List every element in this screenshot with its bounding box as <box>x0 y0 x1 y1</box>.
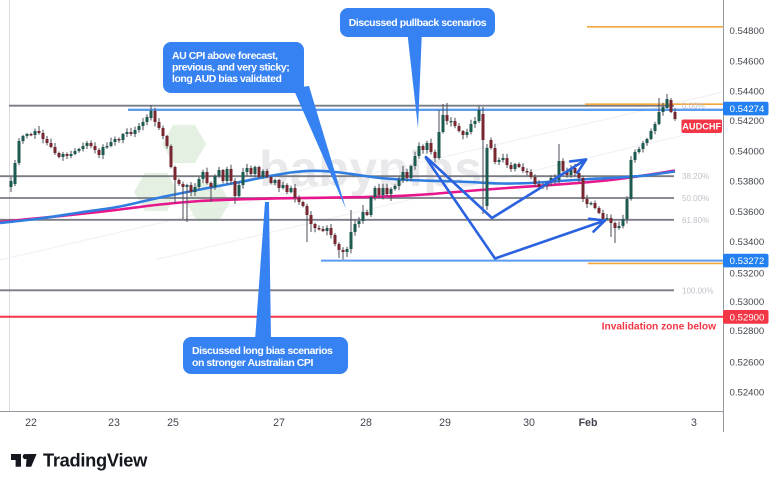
svg-text:23: 23 <box>108 417 120 429</box>
svg-text:50.00%: 50.00% <box>682 194 709 203</box>
svg-text:0.54274: 0.54274 <box>730 104 765 115</box>
svg-text:0.53272: 0.53272 <box>730 256 765 267</box>
svg-text:0.54400: 0.54400 <box>730 86 765 97</box>
svg-text:Invalidation zone below: Invalidation zone below <box>602 322 716 333</box>
svg-text:TradingView: TradingView <box>43 450 148 471</box>
svg-text:babypips: babypips <box>259 141 482 197</box>
svg-text:0.54200: 0.54200 <box>730 116 765 127</box>
svg-text:previous, and very sticky;: previous, and very sticky; <box>172 62 289 74</box>
svg-text:AUDCHF: AUDCHF <box>682 122 721 132</box>
svg-text:Discussed long bias scenarios: Discussed long bias scenarios <box>192 345 333 357</box>
svg-text:100.00%: 100.00% <box>682 286 714 295</box>
svg-text:long AUD bias validated: long AUD bias validated <box>172 73 281 85</box>
svg-text:0.53400: 0.53400 <box>730 237 765 248</box>
svg-text:0.54000: 0.54000 <box>730 147 765 158</box>
svg-text:22: 22 <box>25 417 37 429</box>
svg-text:38.20%: 38.20% <box>682 172 709 181</box>
svg-text:0.53000: 0.53000 <box>730 297 765 308</box>
svg-text:27: 27 <box>273 417 285 429</box>
svg-text:25: 25 <box>167 417 179 429</box>
svg-text:0.52900: 0.52900 <box>730 312 765 323</box>
svg-text:0.00%: 0.00% <box>682 102 705 111</box>
svg-text:Feb: Feb <box>579 417 598 429</box>
svg-text:Discussed pullback scenarios: Discussed pullback scenarios <box>349 17 487 29</box>
svg-text:on stronger Australian CPI: on stronger Australian CPI <box>192 357 313 369</box>
svg-text:0.53800: 0.53800 <box>730 177 765 188</box>
svg-text:0.52400: 0.52400 <box>730 387 765 398</box>
svg-text:0.52800: 0.52800 <box>730 326 765 337</box>
svg-text:0.52600: 0.52600 <box>730 357 765 368</box>
svg-text:AU CPI above forecast,: AU CPI above forecast, <box>172 50 278 62</box>
svg-text:30: 30 <box>523 417 535 429</box>
svg-text:3: 3 <box>691 417 697 429</box>
svg-text:0.54600: 0.54600 <box>730 56 765 67</box>
svg-text:0.54800: 0.54800 <box>730 26 765 37</box>
svg-text:28: 28 <box>360 417 372 429</box>
svg-text:29: 29 <box>439 417 451 429</box>
svg-text:0.53600: 0.53600 <box>730 207 765 218</box>
svg-text:0.53200: 0.53200 <box>730 268 765 279</box>
svg-text:61.80%: 61.80% <box>682 216 709 225</box>
